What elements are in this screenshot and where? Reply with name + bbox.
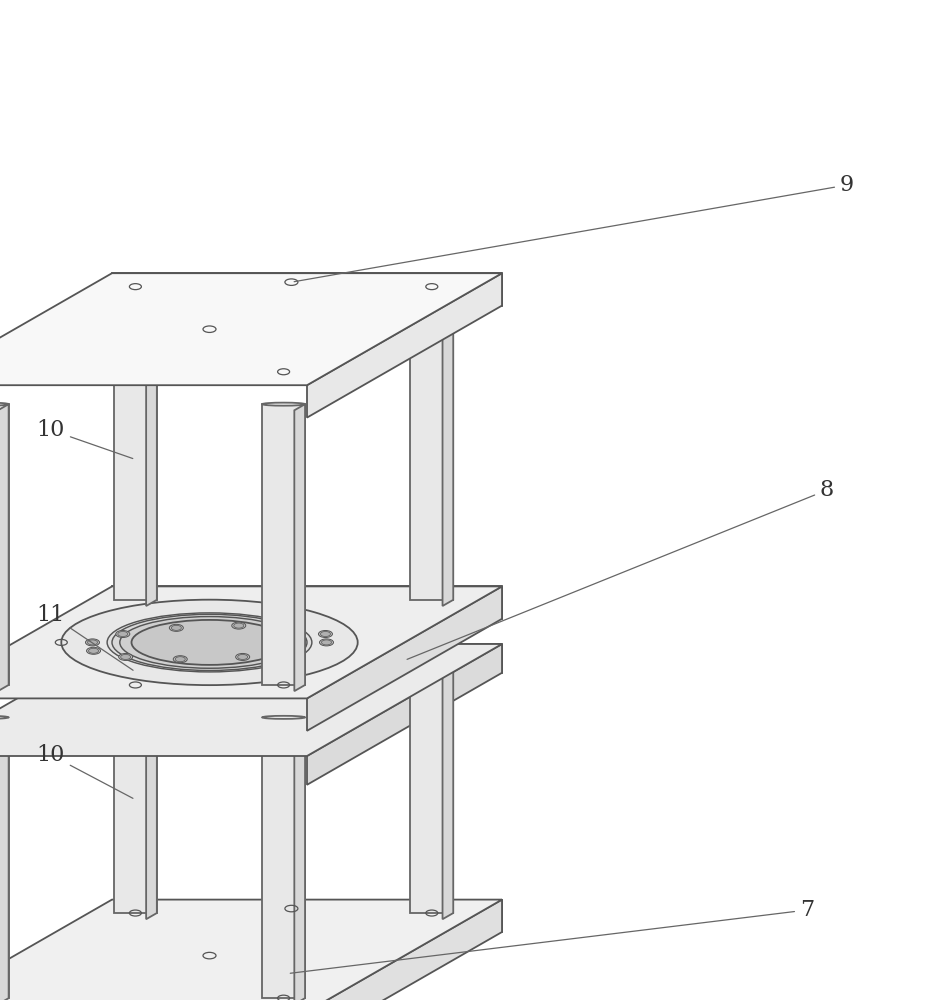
Ellipse shape xyxy=(119,653,133,660)
Ellipse shape xyxy=(121,654,131,659)
Polygon shape xyxy=(306,586,501,731)
Text: 11: 11 xyxy=(37,604,133,670)
Ellipse shape xyxy=(112,614,306,671)
Polygon shape xyxy=(0,586,501,698)
Polygon shape xyxy=(410,319,453,600)
Ellipse shape xyxy=(85,639,99,646)
Ellipse shape xyxy=(262,716,304,719)
Polygon shape xyxy=(442,319,453,606)
Ellipse shape xyxy=(169,624,183,631)
Text: 8: 8 xyxy=(406,479,833,659)
Text: 7: 7 xyxy=(290,899,813,973)
Polygon shape xyxy=(262,404,304,685)
Ellipse shape xyxy=(175,657,185,662)
Ellipse shape xyxy=(87,640,97,645)
Polygon shape xyxy=(0,404,8,685)
Polygon shape xyxy=(442,632,453,919)
Text: 10: 10 xyxy=(36,419,133,459)
Polygon shape xyxy=(146,319,157,606)
Ellipse shape xyxy=(286,624,300,631)
Ellipse shape xyxy=(289,647,303,654)
Ellipse shape xyxy=(410,631,453,634)
Polygon shape xyxy=(294,404,304,691)
Ellipse shape xyxy=(262,403,304,406)
Ellipse shape xyxy=(114,631,157,634)
Polygon shape xyxy=(294,717,304,1000)
Ellipse shape xyxy=(120,617,299,668)
Polygon shape xyxy=(146,632,157,919)
Ellipse shape xyxy=(234,623,243,628)
Ellipse shape xyxy=(86,647,100,654)
Ellipse shape xyxy=(0,403,8,406)
Polygon shape xyxy=(0,717,8,1000)
Ellipse shape xyxy=(318,631,332,638)
Polygon shape xyxy=(262,717,304,998)
Ellipse shape xyxy=(171,625,181,630)
Ellipse shape xyxy=(410,318,453,321)
Ellipse shape xyxy=(107,613,312,672)
Ellipse shape xyxy=(321,640,331,645)
Ellipse shape xyxy=(236,653,250,660)
Ellipse shape xyxy=(320,632,330,637)
Ellipse shape xyxy=(231,622,246,629)
Polygon shape xyxy=(0,273,501,385)
Ellipse shape xyxy=(116,631,130,638)
Polygon shape xyxy=(114,632,157,913)
Text: 10: 10 xyxy=(36,744,133,798)
Polygon shape xyxy=(0,404,8,691)
Polygon shape xyxy=(306,644,501,785)
Polygon shape xyxy=(410,632,453,913)
Ellipse shape xyxy=(0,716,8,719)
Polygon shape xyxy=(112,586,501,619)
Ellipse shape xyxy=(132,620,287,665)
Ellipse shape xyxy=(238,654,248,659)
Polygon shape xyxy=(306,273,501,418)
Polygon shape xyxy=(0,717,8,998)
Ellipse shape xyxy=(288,625,298,630)
Ellipse shape xyxy=(290,648,301,653)
Polygon shape xyxy=(112,273,501,306)
Polygon shape xyxy=(0,900,501,1000)
Polygon shape xyxy=(306,900,501,1000)
Polygon shape xyxy=(114,319,157,600)
Ellipse shape xyxy=(118,632,128,637)
Ellipse shape xyxy=(61,600,357,685)
Ellipse shape xyxy=(88,648,98,653)
Polygon shape xyxy=(0,644,501,756)
Polygon shape xyxy=(112,900,501,932)
Polygon shape xyxy=(112,644,501,673)
Ellipse shape xyxy=(114,318,157,321)
Ellipse shape xyxy=(319,639,333,646)
Text: 9: 9 xyxy=(294,174,853,282)
Ellipse shape xyxy=(173,656,187,663)
